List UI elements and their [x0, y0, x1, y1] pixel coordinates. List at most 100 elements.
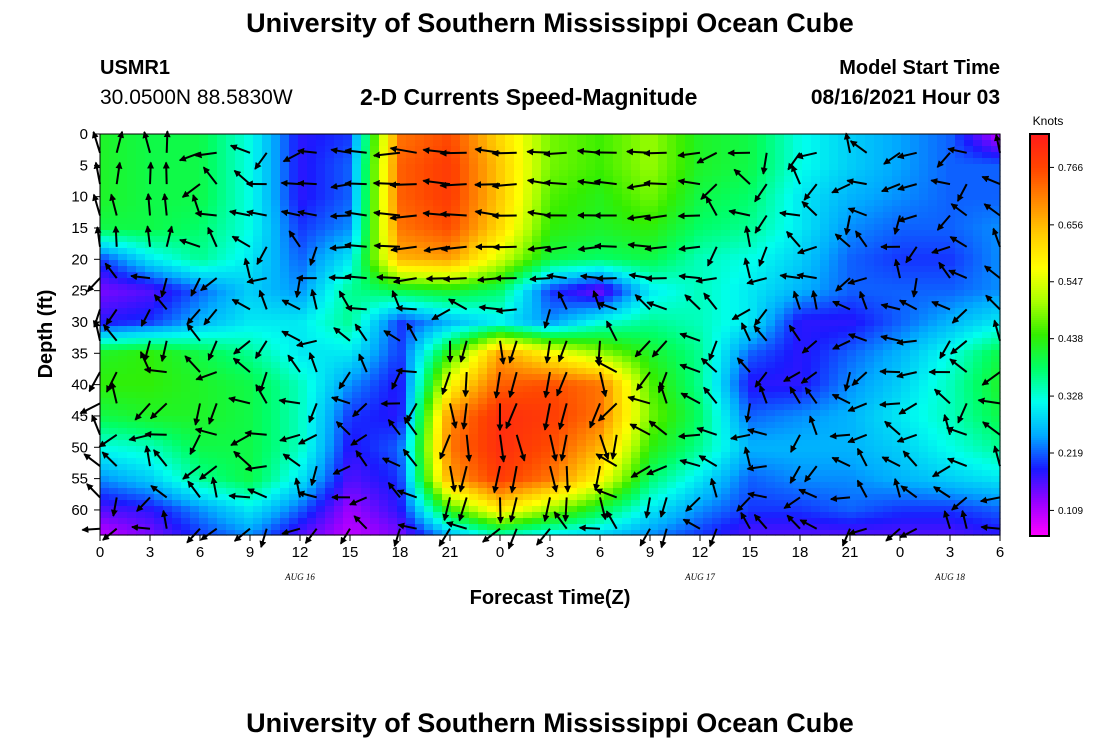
heatmap-cell	[883, 248, 893, 255]
heatmap-cell	[640, 320, 650, 327]
heatmap-cell	[613, 344, 623, 351]
heatmap-cell	[676, 374, 686, 381]
heatmap-cell	[118, 176, 128, 183]
heatmap-cell	[784, 266, 794, 273]
heatmap-cell	[478, 200, 488, 207]
heatmap-cell	[289, 158, 299, 165]
heatmap-cell	[226, 356, 236, 363]
heatmap-cell	[289, 242, 299, 249]
heatmap-cell	[415, 302, 425, 309]
heatmap-cell	[370, 284, 380, 291]
heatmap-cell	[163, 302, 173, 309]
heatmap-cell	[766, 230, 776, 237]
heatmap-cell	[631, 290, 641, 297]
heatmap-cell	[406, 356, 416, 363]
heatmap-cell	[469, 326, 479, 333]
heatmap-cell	[514, 260, 524, 267]
heatmap-cell	[109, 164, 119, 171]
heatmap-cell	[505, 242, 515, 249]
heatmap-cell	[505, 326, 515, 333]
heatmap-cell	[460, 146, 470, 153]
heatmap-cell	[613, 254, 623, 261]
heatmap-cell	[397, 356, 407, 363]
heatmap-cell	[388, 194, 398, 201]
heatmap-cell	[145, 158, 155, 165]
heatmap-cell	[667, 362, 677, 369]
heatmap-cell	[307, 326, 317, 333]
heatmap-cell	[217, 314, 227, 321]
heatmap-cell	[865, 206, 875, 213]
heatmap-cell	[757, 152, 767, 159]
heatmap-cell	[838, 140, 848, 147]
heatmap-cell	[919, 188, 929, 195]
heatmap-cell	[874, 146, 884, 153]
heatmap-cell	[685, 164, 695, 171]
heatmap-cell	[316, 188, 326, 195]
heatmap-cell	[640, 272, 650, 279]
heatmap-cell	[415, 224, 425, 231]
heatmap-cell	[946, 182, 956, 189]
heatmap-cell	[217, 374, 227, 381]
heatmap-cell	[586, 416, 596, 423]
heatmap-cell	[775, 218, 785, 225]
heatmap-cell	[649, 290, 659, 297]
heatmap-cell	[532, 224, 542, 231]
heatmap-cell	[451, 146, 461, 153]
heatmap-cell	[793, 194, 803, 201]
heatmap-cell	[622, 302, 632, 309]
heatmap-cell	[307, 332, 317, 339]
heatmap-cell	[316, 164, 326, 171]
heatmap-cell	[586, 248, 596, 255]
heatmap-cell	[658, 422, 668, 429]
heatmap-cell	[685, 236, 695, 243]
heatmap-cell	[928, 200, 938, 207]
heatmap-cell	[613, 404, 623, 411]
heatmap-cell	[217, 200, 227, 207]
heatmap-cell	[991, 344, 1001, 351]
heatmap-cell	[694, 386, 704, 393]
heatmap-cell	[289, 422, 299, 429]
heatmap-cell	[568, 170, 578, 177]
heatmap-cell	[262, 224, 272, 231]
heatmap-cell	[541, 380, 551, 387]
heatmap-cell	[190, 356, 200, 363]
heatmap-cell	[307, 182, 317, 189]
heatmap-cell	[271, 374, 281, 381]
heatmap-cell	[388, 344, 398, 351]
heatmap-cell	[343, 410, 353, 417]
heatmap-cell	[361, 158, 371, 165]
heatmap-cell	[658, 158, 668, 165]
heatmap-cell	[829, 152, 839, 159]
heatmap-cell	[496, 362, 506, 369]
heatmap-cell	[289, 380, 299, 387]
heatmap-cell	[415, 368, 425, 375]
heatmap-cell	[433, 296, 443, 303]
heatmap-cell	[415, 410, 425, 417]
heatmap-cell	[703, 314, 713, 321]
heatmap-cell	[217, 326, 227, 333]
heatmap-cell	[622, 200, 632, 207]
heatmap-cell	[199, 254, 209, 261]
heatmap-cell	[910, 266, 920, 273]
heatmap-cell	[253, 140, 263, 147]
heatmap-cell	[316, 254, 326, 261]
heatmap-cell	[748, 398, 758, 405]
heatmap-cell	[496, 254, 506, 261]
heatmap-cell	[172, 302, 182, 309]
heatmap-cell	[487, 350, 497, 357]
heatmap-cell	[442, 140, 452, 147]
heatmap-cell	[100, 386, 110, 393]
heatmap-cell	[919, 140, 929, 147]
heatmap-cell	[955, 242, 965, 249]
heatmap-cell	[955, 176, 965, 183]
heatmap-cell	[748, 410, 758, 417]
heatmap-cell	[127, 290, 137, 297]
heatmap-cell	[496, 284, 506, 291]
heatmap-cell	[694, 242, 704, 249]
heatmap-cell	[406, 332, 416, 339]
heatmap-cell	[514, 134, 524, 141]
heatmap-cell	[622, 368, 632, 375]
heatmap-cell	[784, 278, 794, 285]
heatmap-cell	[748, 170, 758, 177]
heatmap-cell	[649, 266, 659, 273]
